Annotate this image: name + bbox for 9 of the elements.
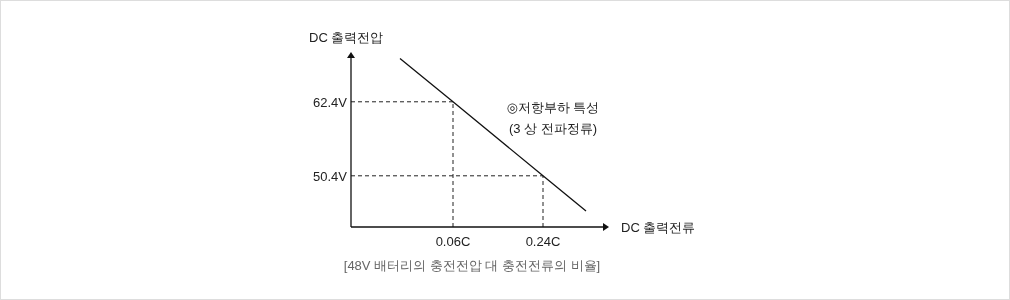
- x-tick-label: 0.24C: [525, 234, 561, 249]
- y-axis-title: DC 출력전압: [309, 30, 384, 45]
- x-tick-label: 0.06C: [435, 234, 471, 249]
- annotation: (3 상 전파정류): [508, 121, 598, 136]
- y-tick-label: 62.4V: [313, 94, 348, 110]
- annotation: ◎저항부하 특성: [506, 100, 600, 115]
- y-tick-label: 50.4V: [313, 168, 348, 184]
- text: [48V 배터리의 충전전압 대 충전전류의 비율]: [343, 258, 601, 273]
- x-axis-title: DC 출력전류: [621, 220, 696, 235]
